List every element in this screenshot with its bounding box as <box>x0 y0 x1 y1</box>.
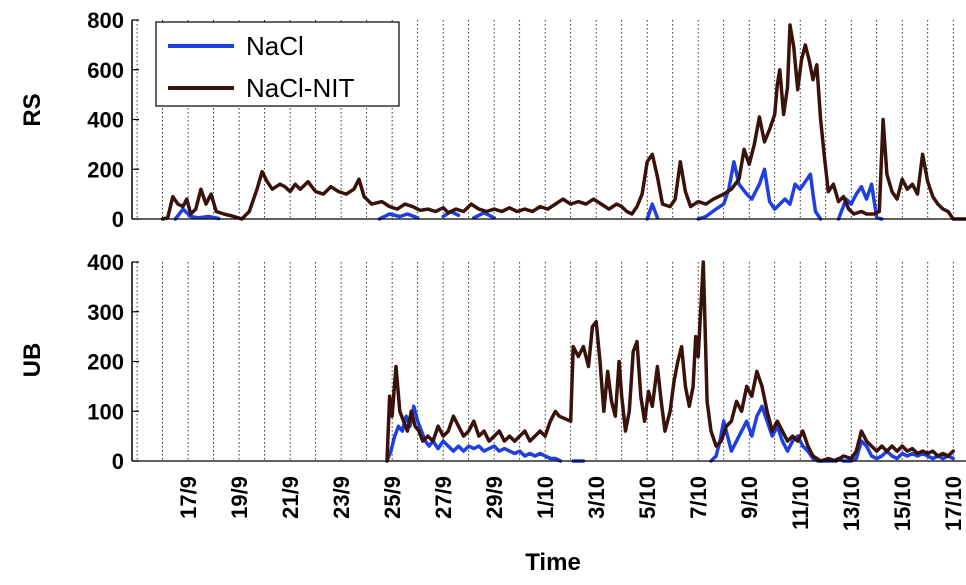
x-tick-label: 13/10 <box>839 476 864 531</box>
x-tick-label: 17/10 <box>941 476 966 531</box>
y-tick-label: 300 <box>87 300 124 325</box>
x-tick-label: 5/10 <box>635 476 660 519</box>
y-tick-label: 100 <box>87 399 124 424</box>
series-line-nacl-nit-ub <box>387 262 953 461</box>
x-tick-label: 23/9 <box>329 476 354 519</box>
x-tick-label: 25/9 <box>380 476 405 519</box>
x-tick-label: 7/10 <box>686 476 711 519</box>
y-tick-label: 800 <box>87 8 124 33</box>
x-tick-label: 3/10 <box>584 476 609 519</box>
y-tick-label: 400 <box>87 108 124 133</box>
x-tick-label: 17/9 <box>176 476 201 519</box>
x-tick-label: 15/10 <box>890 476 915 531</box>
x-tick-label: 11/10 <box>788 476 813 530</box>
y-tick-label: 200 <box>87 157 124 182</box>
y-tick-label: 0 <box>112 207 124 232</box>
y-axis-title-ub: UB <box>19 343 46 378</box>
x-tick-label: 9/10 <box>737 476 762 519</box>
y-tick-label: 0 <box>112 449 124 474</box>
y-tick-label: 600 <box>87 58 124 83</box>
x-axis-title: Time <box>525 549 581 576</box>
legend-label-nacl: NaCl <box>246 31 304 61</box>
legend: NaCl NaCl-NIT <box>156 22 399 106</box>
x-tick-label: 27/9 <box>431 476 456 519</box>
legend-label-nacl-nit: NaCl-NIT <box>246 73 354 103</box>
y-axis-title-rs: RS <box>19 93 46 126</box>
x-tick-label: 1/10 <box>533 476 558 519</box>
x-tick-label: 29/9 <box>482 476 507 519</box>
y-tick-label: 200 <box>87 350 124 375</box>
x-tick-label: 21/9 <box>278 476 303 519</box>
x-tick-label: 19/9 <box>227 476 252 519</box>
y-tick-label: 400 <box>87 250 124 275</box>
